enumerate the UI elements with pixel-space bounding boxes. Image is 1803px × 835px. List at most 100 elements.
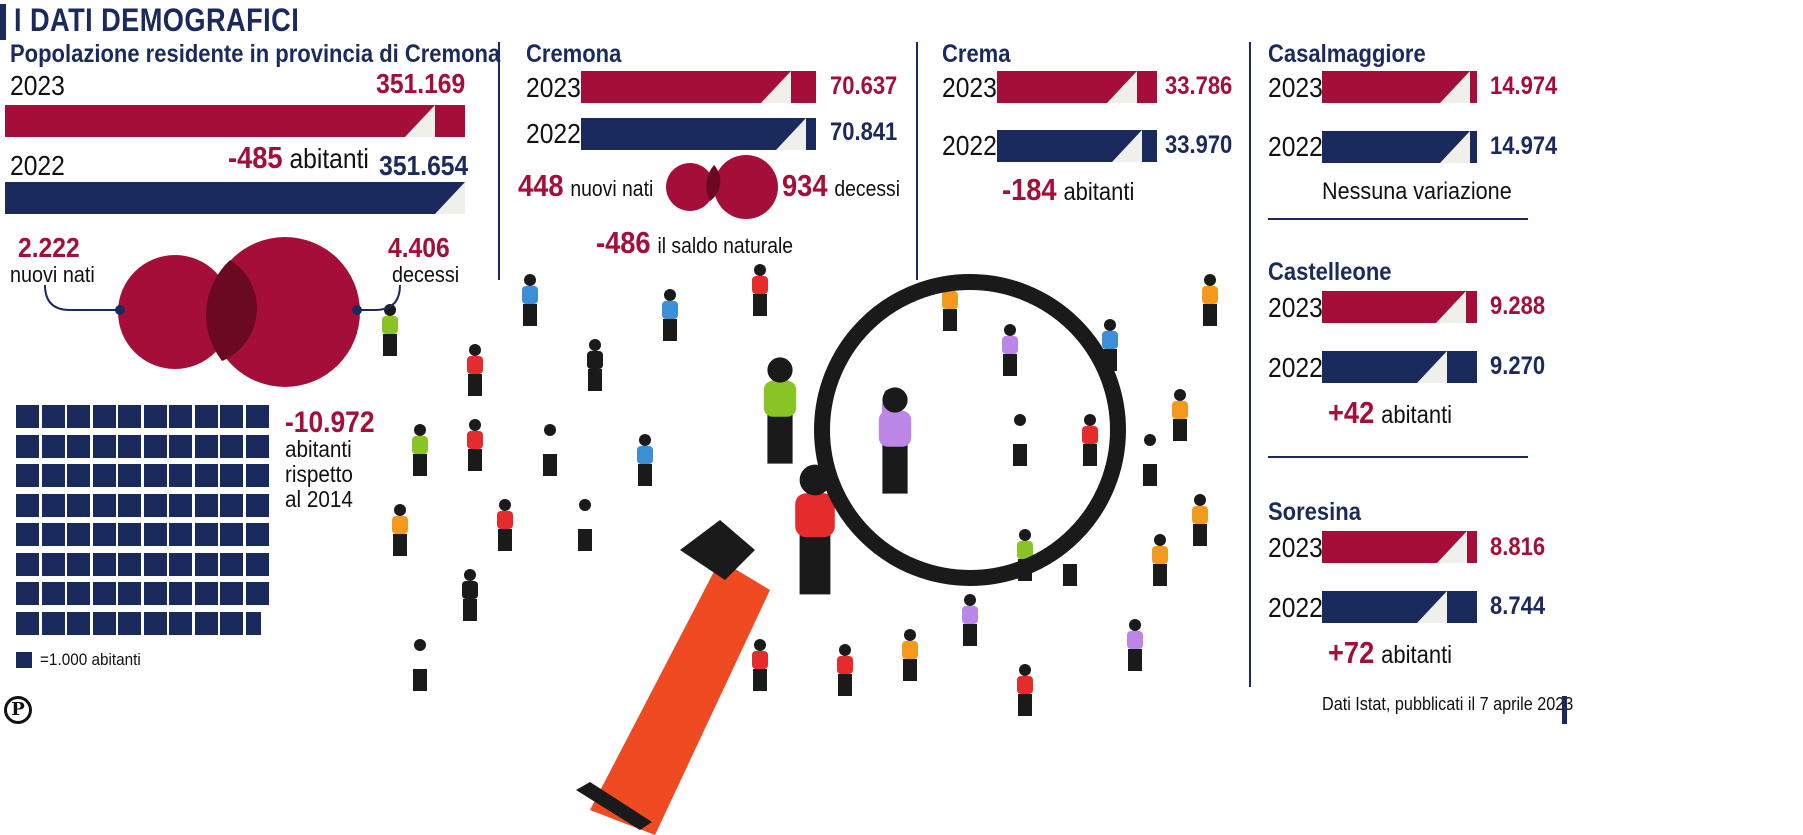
person-figure bbox=[412, 639, 428, 691]
cremona-saldo: -486 il saldo naturale bbox=[596, 225, 793, 261]
waffle-square bbox=[92, 552, 116, 576]
waffle-square bbox=[169, 434, 192, 458]
cremona-bar-2022 bbox=[581, 118, 816, 150]
person-figure bbox=[392, 504, 408, 556]
waffle-square bbox=[118, 552, 141, 576]
person-figure bbox=[522, 274, 538, 326]
waffle-square bbox=[194, 523, 218, 546]
soresina-delta-text: abitanti bbox=[1381, 641, 1453, 669]
person-figure bbox=[1082, 414, 1098, 466]
waffle-square bbox=[143, 464, 167, 487]
waffle-square bbox=[16, 405, 39, 428]
bar-cut bbox=[1437, 531, 1467, 563]
province-value-2022: 351.654 bbox=[378, 150, 468, 181]
cremona-value-2023: 70.637 bbox=[830, 72, 898, 100]
bar-cut bbox=[1436, 291, 1466, 323]
waffle-square bbox=[245, 523, 269, 546]
waffle-square bbox=[67, 523, 90, 546]
province-value-2023: 351.169 bbox=[375, 68, 465, 99]
waffle-square bbox=[169, 464, 192, 487]
person-figure-magnified bbox=[878, 387, 912, 494]
waffle-square bbox=[245, 464, 269, 487]
decline-line-1: abitanti bbox=[285, 436, 352, 462]
person-figure bbox=[1152, 534, 1168, 586]
province-deaths-num: 4.406 bbox=[388, 232, 450, 263]
bar-cut bbox=[1107, 71, 1137, 103]
waffle-square bbox=[67, 464, 90, 487]
person-figure bbox=[1172, 389, 1188, 441]
waffle-square bbox=[245, 611, 261, 635]
waffle-square bbox=[194, 493, 218, 517]
province-delta: -485 abitanti bbox=[228, 140, 369, 176]
page-title: I DATI DEMOGRAFICI bbox=[14, 2, 300, 38]
cremona-deaths-num: 934 bbox=[782, 168, 828, 203]
crema-delta-num: -184 bbox=[1002, 172, 1057, 207]
waffle-square bbox=[143, 582, 167, 605]
waffle-square bbox=[220, 552, 243, 576]
waffle-square bbox=[194, 405, 218, 428]
waffle-square bbox=[143, 493, 167, 517]
province-deaths-label: decessi bbox=[392, 262, 460, 287]
waffle-square bbox=[67, 405, 90, 428]
waffle-square bbox=[16, 552, 39, 576]
person-figure bbox=[412, 424, 428, 476]
waffle-square bbox=[16, 434, 39, 458]
person-figure bbox=[467, 344, 483, 396]
province-year-2023: 2023 bbox=[10, 70, 65, 101]
waffle-square bbox=[220, 405, 243, 428]
crowd-illustration bbox=[382, 264, 1218, 835]
province-births-num: 2.222 bbox=[18, 232, 80, 263]
bar-cut bbox=[1417, 351, 1447, 383]
person-figure bbox=[962, 594, 978, 646]
divider bbox=[1268, 456, 1528, 458]
waffle-square bbox=[16, 582, 39, 605]
waffle-square bbox=[245, 434, 269, 458]
waffle-square bbox=[67, 434, 90, 458]
province-delta-num: -485 bbox=[228, 140, 283, 175]
casalmaggiore-title: Casalmaggiore bbox=[1268, 40, 1426, 68]
person-figure bbox=[1017, 664, 1033, 716]
waffle-square bbox=[118, 464, 141, 487]
castelleone-year-2022: 2022 bbox=[1268, 352, 1323, 383]
waffle-square bbox=[194, 552, 218, 576]
waffle-square bbox=[118, 582, 141, 605]
casalmaggiore-value-2023: 14.974 bbox=[1490, 72, 1558, 100]
waffle-square bbox=[16, 464, 39, 487]
province-births-label: nuovi nati bbox=[10, 262, 95, 287]
waffle-square bbox=[118, 405, 141, 428]
bar-fill bbox=[1322, 591, 1477, 623]
waffle-square bbox=[169, 405, 192, 428]
person-figure-magnified bbox=[795, 464, 835, 595]
waffle-square bbox=[169, 523, 192, 546]
province-venn bbox=[44, 237, 401, 387]
bar-cut bbox=[435, 182, 465, 214]
person-figure bbox=[752, 264, 768, 316]
castelleone-title: Castelleone bbox=[1268, 258, 1392, 286]
bar-cut bbox=[1417, 591, 1447, 623]
casalmaggiore-note: Nessuna variazione bbox=[1322, 178, 1512, 205]
castelleone-year-2023: 2023 bbox=[1268, 292, 1323, 323]
waffle-square bbox=[245, 552, 269, 576]
bar-fill bbox=[1322, 351, 1477, 383]
cremona-births-num: 448 bbox=[518, 168, 564, 203]
waffle-square bbox=[143, 611, 167, 635]
waffle-square bbox=[220, 582, 243, 605]
waffle-square bbox=[220, 493, 243, 517]
waffle-square bbox=[194, 464, 218, 487]
cremona-year-2022: 2022 bbox=[526, 118, 581, 149]
waffle-square bbox=[118, 434, 141, 458]
waffle-square bbox=[92, 464, 116, 487]
bar-cut bbox=[1112, 130, 1142, 162]
soresina-delta-num: +72 bbox=[1328, 635, 1375, 670]
waffle-square bbox=[67, 582, 90, 605]
soresina-year-2023: 2023 bbox=[1268, 532, 1323, 563]
cremona-saldo-label: il saldo naturale bbox=[657, 233, 794, 258]
cremona-value-2022: 70.841 bbox=[830, 118, 898, 146]
person-figure bbox=[1127, 619, 1143, 671]
waffle-square bbox=[92, 611, 116, 635]
crema-delta-text: abitanti bbox=[1063, 178, 1135, 206]
waffle-square bbox=[194, 434, 218, 458]
waffle-square bbox=[143, 552, 167, 576]
waffle-square bbox=[118, 523, 141, 546]
people-figures bbox=[382, 264, 1218, 716]
